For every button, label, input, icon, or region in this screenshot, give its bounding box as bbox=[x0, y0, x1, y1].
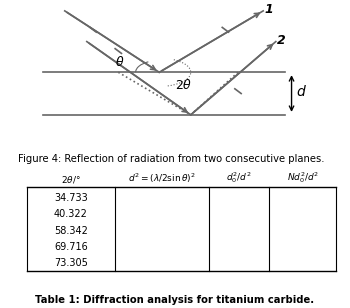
Text: $2\theta/°$: $2\theta/°$ bbox=[61, 173, 81, 184]
Text: Figure 4: Reflection of radiation from two consecutive planes.: Figure 4: Reflection of radiation from t… bbox=[18, 154, 324, 164]
Text: $\theta$: $\theta$ bbox=[115, 55, 125, 69]
Text: 34.733: 34.733 bbox=[54, 193, 88, 203]
Text: 58.342: 58.342 bbox=[54, 226, 88, 236]
Text: 40.322: 40.322 bbox=[54, 209, 88, 219]
Text: $2\theta$: $2\theta$ bbox=[175, 78, 192, 92]
Text: 1: 1 bbox=[265, 3, 274, 16]
Text: Table 1: Diffraction analysis for titanium carbide.: Table 1: Diffraction analysis for titani… bbox=[35, 295, 315, 305]
Text: $d_0^2/d^2$: $d_0^2/d^2$ bbox=[226, 170, 252, 184]
Text: 73.305: 73.305 bbox=[54, 258, 88, 268]
Text: $d^2 = (\lambda/2\sin\theta)^2$: $d^2 = (\lambda/2\sin\theta)^2$ bbox=[128, 171, 195, 184]
Text: 69.716: 69.716 bbox=[54, 242, 88, 252]
Text: $d$: $d$ bbox=[296, 84, 307, 99]
Text: 2: 2 bbox=[277, 34, 286, 47]
Text: $Nd_0^2/d^2$: $Nd_0^2/d^2$ bbox=[287, 170, 319, 184]
